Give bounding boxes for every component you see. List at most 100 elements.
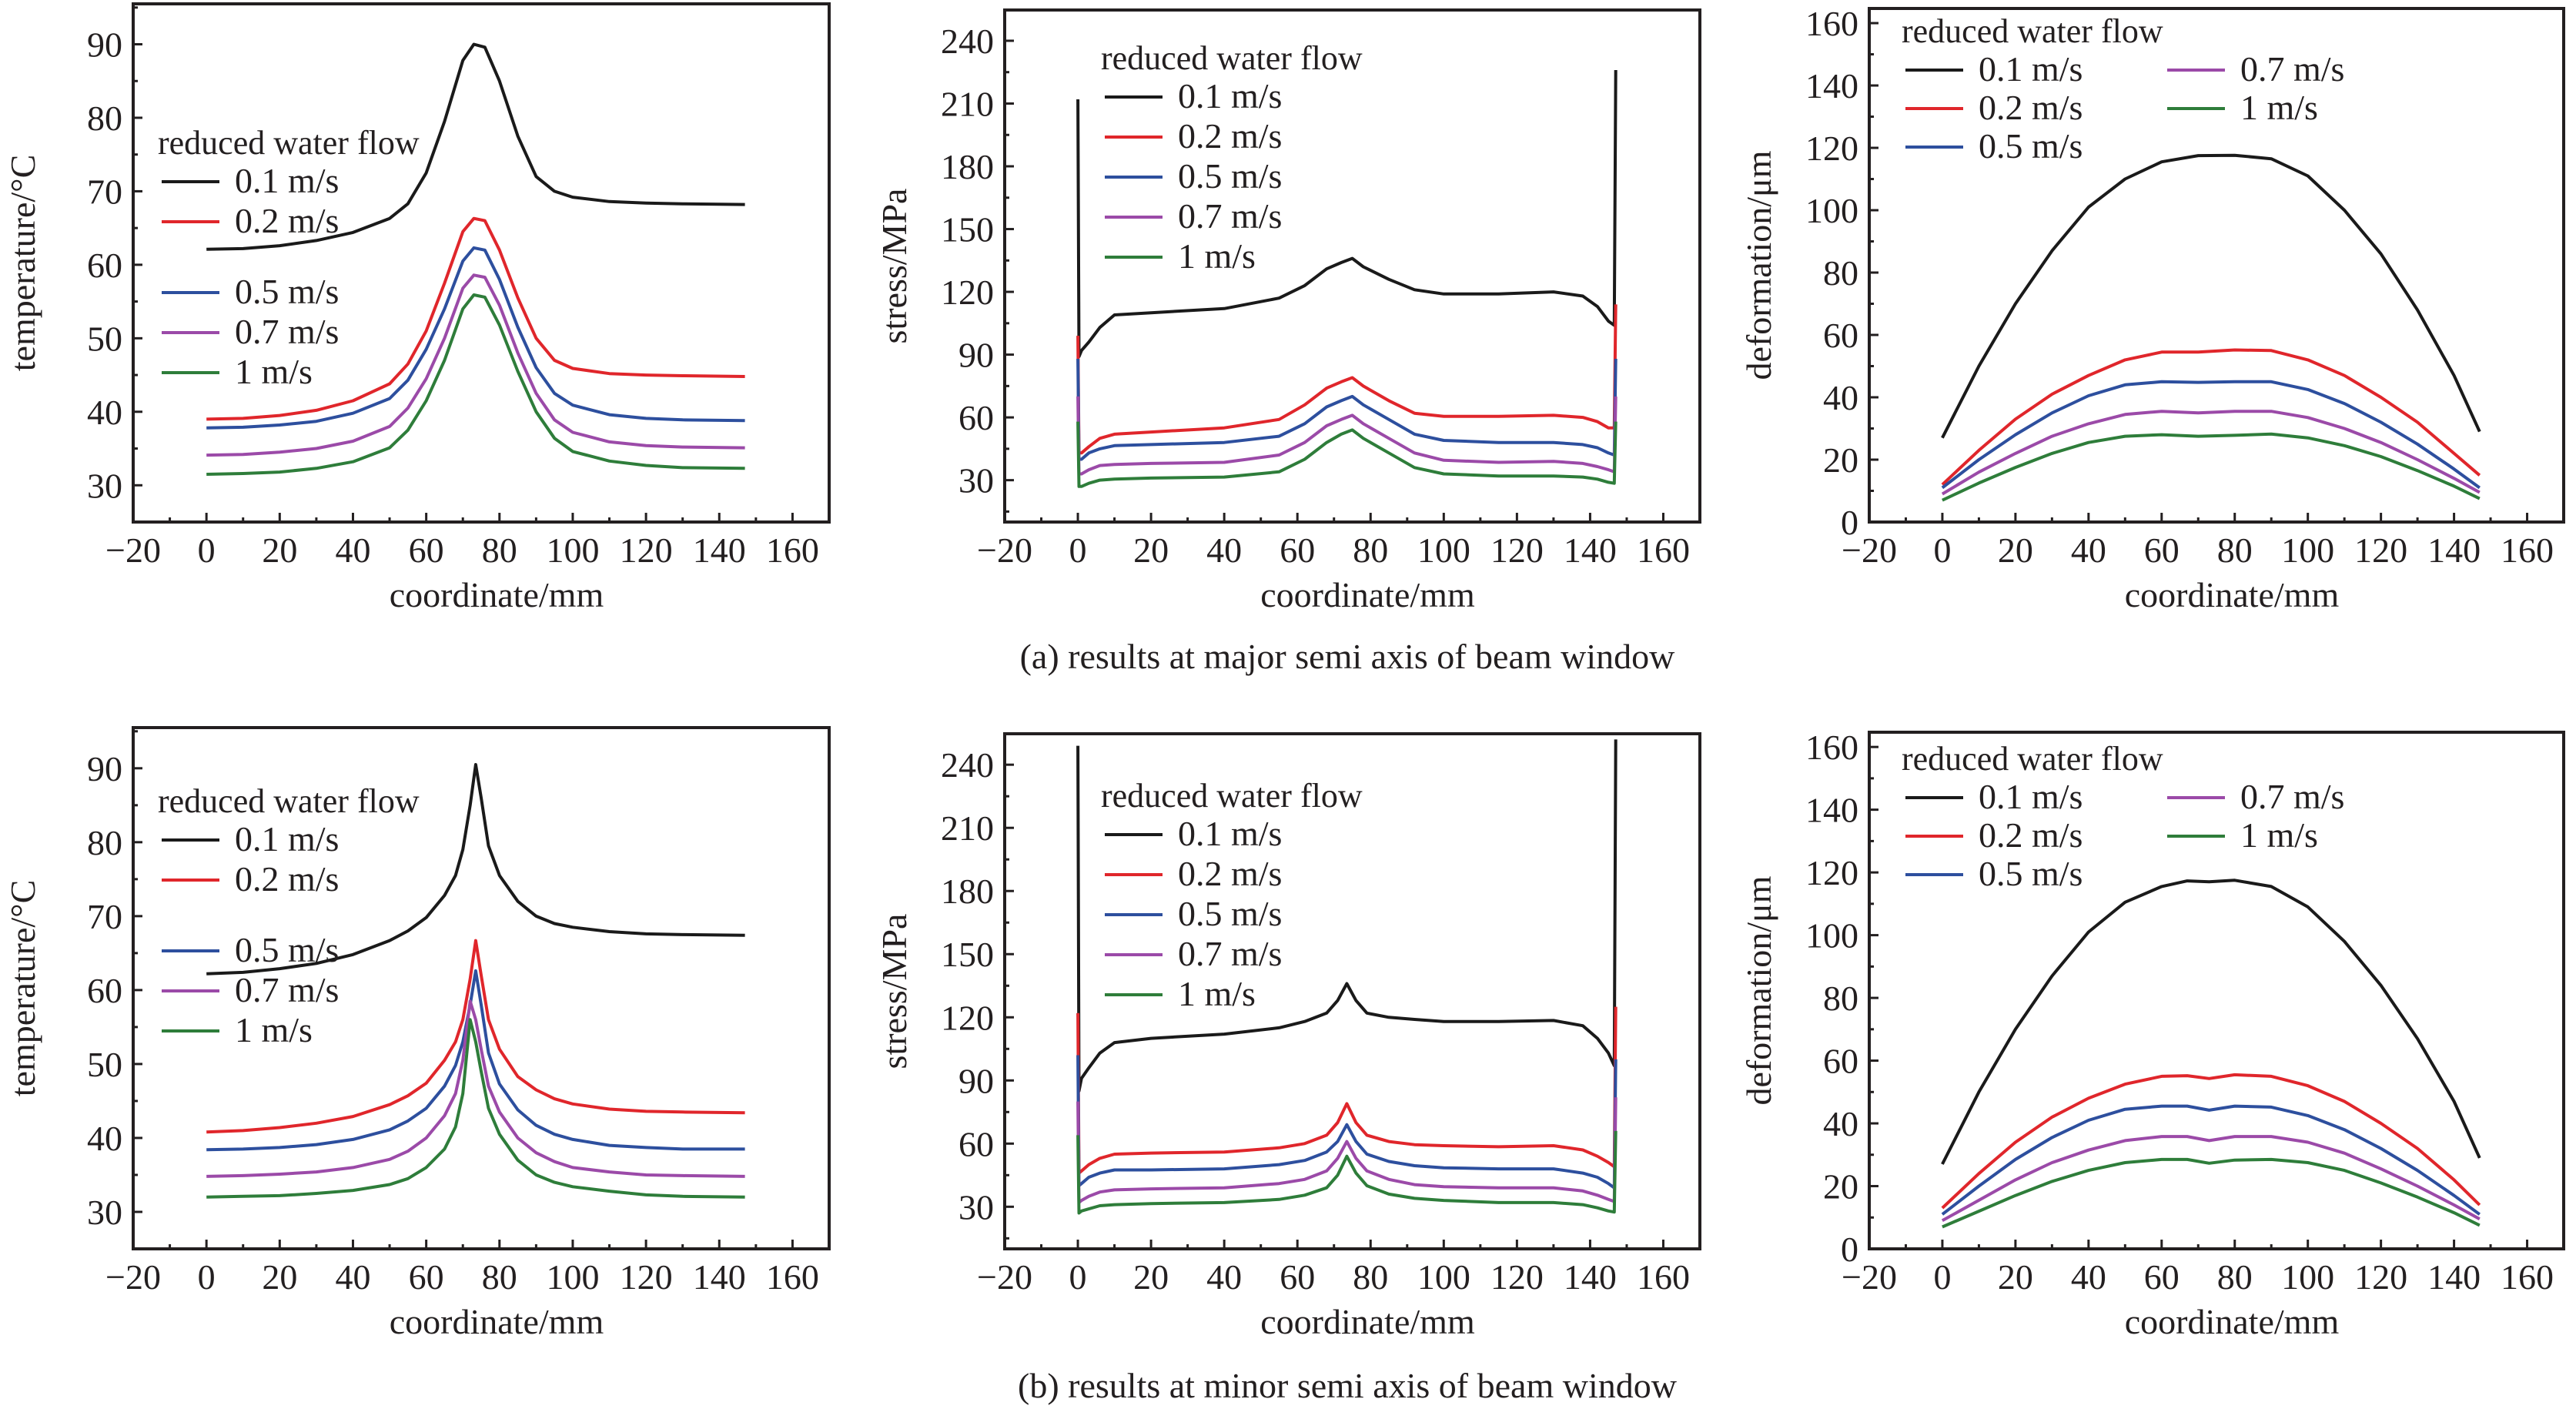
x-tick-label: −20 — [105, 1257, 161, 1297]
plot-frame — [132, 2, 831, 524]
y-tick-label: 120 — [941, 998, 994, 1037]
y-tick-label: 0 — [1841, 503, 1858, 542]
x-tick-label: 100 — [546, 1257, 599, 1297]
x-tick-label: 60 — [1280, 530, 1315, 570]
x-tick-label: 80 — [2217, 1257, 2253, 1297]
x-tick-label: 40 — [2071, 530, 2106, 570]
legend-item-label: 1 m/s — [2240, 815, 2318, 855]
legend-item-label: 1 m/s — [1178, 236, 1256, 276]
legend-item-label: 0.5 m/s — [235, 930, 339, 969]
series-line-1-m-s — [206, 293, 745, 476]
legend-title: reduced water flow — [158, 782, 420, 820]
x-tick-label: 160 — [2501, 530, 2554, 570]
series-line-0-5-m-s — [206, 969, 745, 1152]
x-tick-label: 160 — [1637, 530, 1690, 570]
x-tick-label: 20 — [1998, 530, 2033, 570]
series-line-1-m-s — [1076, 1130, 1618, 1215]
legend-title: reduced water flow — [1902, 12, 2163, 50]
series-line-0-1-m-s — [1941, 879, 2481, 1165]
y-tick-label: 80 — [1823, 253, 1858, 293]
y-tick-label: 80 — [87, 823, 122, 862]
y-tick-label: 60 — [1823, 316, 1858, 355]
series-line-0-1-m-s — [206, 763, 745, 976]
y-axis-label: deformation/μm — [1739, 150, 1778, 380]
y-tick-label: 100 — [1805, 191, 1858, 230]
legend-item-label: 0.2 m/s — [1979, 815, 2083, 855]
series-line-0-7-m-s — [1076, 396, 1618, 476]
y-tick-label: 50 — [87, 319, 122, 358]
legend-item-label: 0.5 m/s — [1178, 156, 1282, 196]
series-line-0-5-m-s — [1941, 1104, 2481, 1216]
x-tick-label: 60 — [1280, 1257, 1315, 1297]
x-tick-label: 40 — [335, 530, 370, 570]
y-tick-label: 40 — [87, 393, 122, 432]
series-line-0-5-m-s — [1076, 358, 1618, 461]
panel-b-stress: −20 0 20 40 60 80 100 120 140 160 30 60 90 120 150 180 2… — [875, 732, 1701, 1341]
series-line-0-1-m-s — [1076, 69, 1618, 359]
legend-item-label: 0.2 m/s — [1178, 854, 1282, 893]
legend-item-label: 0.1 m/s — [235, 819, 339, 858]
legend-item-label: 0.7 m/s — [2240, 777, 2344, 816]
legend-item-label: 0.2 m/s — [235, 201, 339, 240]
legend-item-label: 1 m/s — [2240, 88, 2318, 127]
series-line-0-2-m-s — [1076, 304, 1618, 455]
x-tick-label: 160 — [1637, 1257, 1690, 1297]
legend-item-label: 0.7 m/s — [1178, 196, 1282, 236]
x-tick-label: 40 — [335, 1257, 370, 1297]
x-tick-label: 60 — [2144, 1257, 2180, 1297]
y-tick-label: 210 — [941, 84, 994, 123]
legend-item-label: 0.5 m/s — [1979, 126, 2083, 166]
y-axis-label: stress/MPa — [875, 189, 914, 344]
panel-b-temperature: −20 0 20 40 60 80 100 120 140 160 30 40 50 60 70 80 90 co… — [3, 726, 831, 1341]
y-tick-label: 120 — [1805, 129, 1858, 168]
x-tick-label: −20 — [1842, 530, 1897, 570]
x-tick-label: 80 — [1353, 530, 1388, 570]
series-line-0-1-m-s — [1941, 153, 2481, 439]
plot-frame — [1868, 7, 2565, 524]
caption-b: (b) results at minor semi axis of beam w… — [1018, 1366, 1678, 1405]
x-tick-label: 60 — [409, 1257, 444, 1297]
y-tick-label: 240 — [941, 22, 994, 61]
panel-a-temperature: −20 0 20 40 60 80 100 120 140 160 30 40 50 60 70 80 90 co… — [3, 2, 831, 614]
caption-a: (a) results at major semi axis of beam w… — [1020, 637, 1676, 676]
legend-item-label: 0.1 m/s — [1178, 76, 1282, 115]
series-line-1-m-s — [206, 1018, 745, 1199]
series-line-0-1-m-s — [206, 42, 745, 251]
y-tick-label: 30 — [958, 461, 994, 500]
y-tick-label: 60 — [87, 246, 122, 285]
y-tick-label: 180 — [941, 872, 994, 911]
y-tick-label: 80 — [1823, 979, 1858, 1018]
series-line-0-7-m-s — [1941, 410, 2481, 496]
x-tick-label: 0 — [198, 530, 216, 570]
legend-item-label: 1 m/s — [1178, 974, 1256, 1013]
legend-item-label: 0.2 m/s — [235, 859, 339, 899]
x-tick-label: −20 — [977, 1257, 1032, 1297]
series-line-0-7-m-s — [1076, 1097, 1618, 1204]
x-axis-label: coordinate/mm — [2125, 575, 2340, 614]
y-tick-label: 0 — [1841, 1230, 1858, 1269]
x-tick-label: 60 — [2144, 530, 2180, 570]
panel-b-deformation: −20 0 20 40 60 80 100 120 140 1600204060801001201… — [1739, 728, 2565, 1341]
y-tick-label: 30 — [87, 1193, 122, 1232]
series-line-1-m-s — [1076, 421, 1618, 488]
y-tick-label: 120 — [941, 273, 994, 312]
x-tick-label: 120 — [1490, 1257, 1544, 1297]
x-tick-label: 20 — [1133, 530, 1169, 570]
x-tick-label: 160 — [2501, 1257, 2554, 1297]
y-tick-label: 160 — [1805, 4, 1858, 43]
legend-item-label: 0.1 m/s — [235, 161, 339, 200]
panel-a-stress: −20 0 20 40 60 80 100 120 140 160 30 60 90 120 150 180 2… — [875, 8, 1701, 614]
legend-item-label: 0.2 m/s — [1979, 88, 2083, 127]
y-tick-label: 70 — [87, 897, 122, 936]
y-tick-label: 90 — [87, 749, 122, 788]
x-tick-label: 140 — [1564, 530, 1617, 570]
plot-frame — [1003, 8, 1701, 524]
x-tick-label: 40 — [1206, 1257, 1242, 1297]
plot-frame — [1868, 731, 2565, 1250]
x-tick-label: 0 — [198, 1257, 216, 1297]
series-line-0-2-m-s — [206, 216, 745, 421]
x-tick-label: 80 — [482, 530, 517, 570]
